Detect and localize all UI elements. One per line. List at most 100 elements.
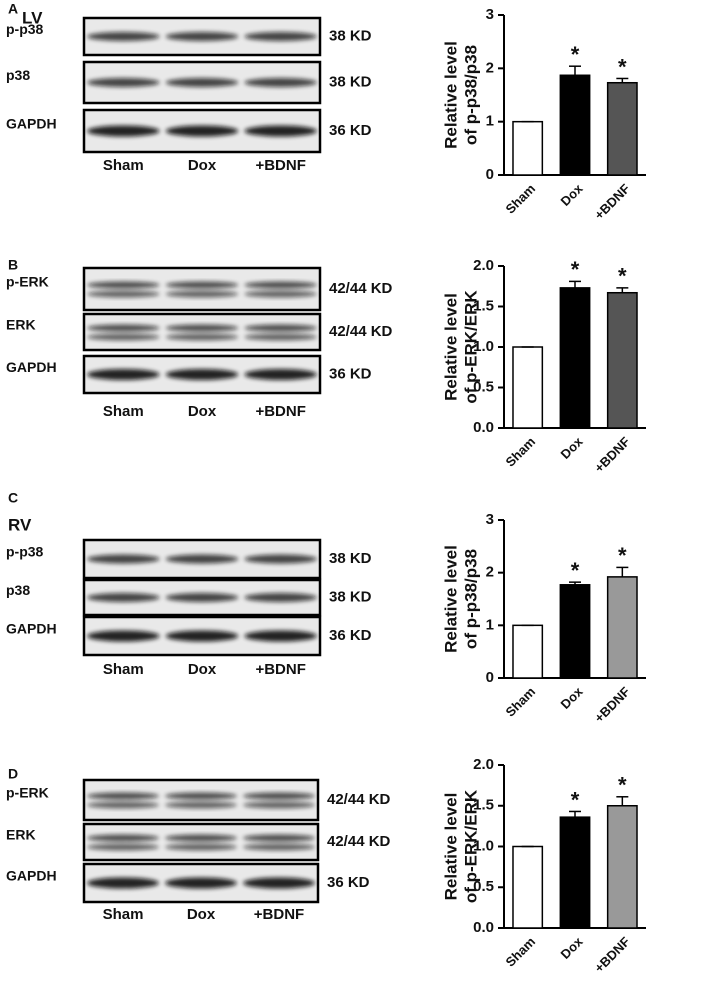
y-axis-label: Relative level <box>441 293 460 401</box>
blot-frame <box>82 312 322 352</box>
blot-band <box>87 333 160 341</box>
significance-mark: * <box>618 264 627 289</box>
y-tick-label: 0.0 <box>473 919 494 936</box>
blot-band <box>87 369 160 380</box>
y-tick-label: 1 <box>486 616 494 633</box>
x-tick-label: Sham <box>503 434 539 470</box>
blot-band <box>87 281 160 289</box>
lane-label: +BDNF <box>255 157 305 174</box>
blot-band <box>87 792 159 800</box>
size-label: 36 KD <box>327 874 370 891</box>
y-axis-label: of p-p38/p38 <box>461 549 480 649</box>
blot-band <box>244 125 317 137</box>
y-tick-label: 0.5 <box>473 878 494 895</box>
x-tick-label: Dox <box>558 433 587 462</box>
x-tick-label: Dox <box>558 683 587 712</box>
x-tick-label: +BDNF <box>591 181 633 223</box>
significance-mark: * <box>571 787 580 812</box>
blot-band <box>244 554 317 564</box>
panel-letter: D <box>8 766 18 782</box>
size-label: 38 KD <box>329 73 372 90</box>
blot-band <box>243 843 315 851</box>
blot-band <box>165 281 239 289</box>
blot-frame <box>82 822 320 862</box>
y-tick-label: 0 <box>486 669 494 686</box>
bar <box>512 624 544 679</box>
y-tick-label: 2 <box>486 564 494 581</box>
significance-mark: * <box>571 42 580 67</box>
lane-label: Sham <box>103 906 144 923</box>
protein-label: p38 <box>6 67 30 83</box>
size-label: 38 KD <box>329 550 372 567</box>
blot-band <box>165 333 239 341</box>
blot-band <box>165 834 237 842</box>
protein-label: p38 <box>6 582 30 598</box>
blot-band <box>165 369 239 380</box>
significance-mark: * <box>618 773 627 798</box>
blot-band <box>87 324 160 332</box>
blot-band <box>87 125 160 137</box>
panel-letter: C <box>8 490 18 506</box>
blot-band <box>165 32 239 41</box>
blot-band <box>87 834 159 842</box>
bar <box>512 346 544 429</box>
protein-label: ERK <box>6 827 36 843</box>
protein-label: GAPDH <box>6 359 57 375</box>
size-label: 42/44 KD <box>329 280 393 297</box>
lane-label: Dox <box>187 906 216 923</box>
blot-band <box>87 877 159 889</box>
y-axis-label: Relative level <box>441 41 460 149</box>
y-tick-label: 2 <box>486 59 494 76</box>
lane-label: Dox <box>188 403 217 420</box>
bar <box>606 576 638 679</box>
size-label: 36 KD <box>329 627 372 644</box>
blot-band <box>165 801 237 809</box>
y-tick-label: 3 <box>486 6 494 23</box>
significance-mark: * <box>571 558 580 583</box>
blot-band <box>244 630 317 642</box>
significance-mark: * <box>618 54 627 79</box>
bar <box>606 805 638 929</box>
y-tick-label: 3 <box>486 511 494 528</box>
x-tick-label: +BDNF <box>591 434 633 476</box>
y-tick-label: 1.5 <box>473 297 494 314</box>
x-tick-label: +BDNF <box>591 934 633 976</box>
y-tick-label: 1 <box>486 113 494 130</box>
lane-label: Sham <box>103 157 144 174</box>
blot-band <box>165 78 239 87</box>
x-tick-label: Sham <box>503 181 539 217</box>
bar <box>606 291 638 429</box>
blot-band <box>244 333 317 341</box>
protein-label: p-p38 <box>6 21 44 37</box>
y-tick-label: 0.5 <box>473 378 494 395</box>
blot-band <box>165 125 239 137</box>
blot-band <box>243 801 315 809</box>
y-axis-label: Relative level <box>441 793 460 901</box>
blot-frame <box>82 778 320 822</box>
panel-letter: B <box>8 257 18 273</box>
size-label: 36 KD <box>329 365 372 382</box>
blot-band <box>244 324 317 332</box>
blot-band <box>165 554 239 564</box>
blot-band <box>87 290 160 298</box>
blot-band <box>165 843 237 851</box>
blot-band <box>165 792 237 800</box>
blot-band <box>244 369 317 380</box>
blot-band <box>165 877 237 889</box>
size-label: 36 KD <box>329 122 372 139</box>
y-tick-label: 0.0 <box>473 419 494 436</box>
blot-band <box>87 630 160 642</box>
blot-band <box>244 281 317 289</box>
y-tick-label: 1.5 <box>473 797 494 814</box>
bar <box>559 287 591 429</box>
size-label: 38 KD <box>329 27 372 44</box>
y-axis-label: of p-p38/p38 <box>461 45 480 145</box>
blot-band <box>165 290 239 298</box>
lane-label: Sham <box>103 403 144 420</box>
blot-band <box>244 78 317 87</box>
x-tick-label: Sham <box>503 934 539 970</box>
lane-label: Dox <box>188 157 217 174</box>
bar <box>559 584 591 679</box>
x-tick-label: +BDNF <box>591 684 633 726</box>
